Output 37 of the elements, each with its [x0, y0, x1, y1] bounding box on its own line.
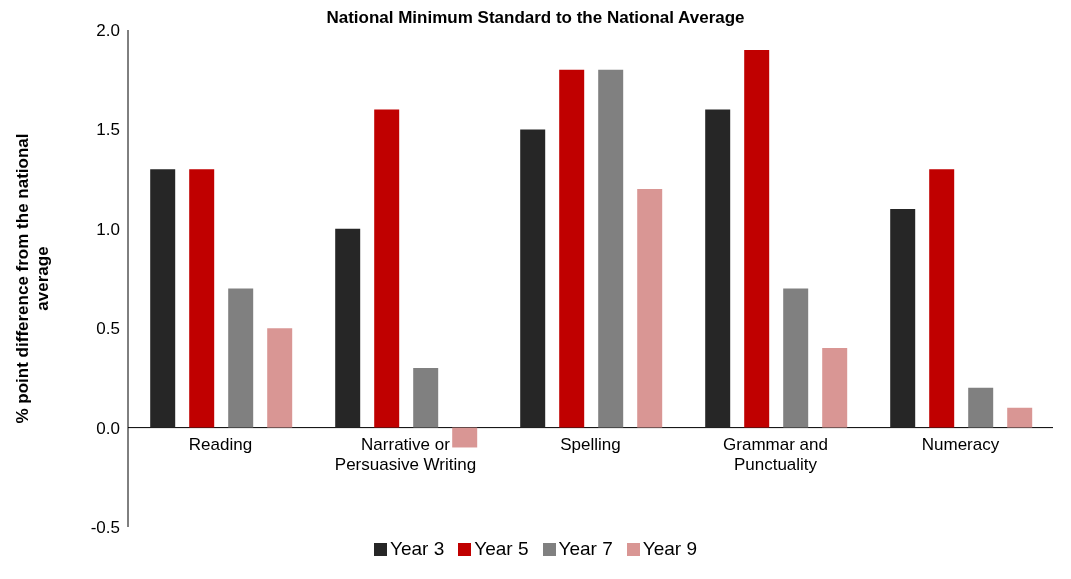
- bar: [452, 427, 478, 448]
- bar: [189, 169, 215, 428]
- bar: [1007, 407, 1033, 428]
- bar: [559, 69, 585, 428]
- bar: [335, 228, 361, 428]
- bar: [228, 288, 254, 428]
- legend-label: Year 5: [473, 538, 529, 560]
- bar: [150, 169, 176, 428]
- bar: [929, 169, 955, 428]
- bar: [374, 109, 400, 428]
- x-tick-label: Grammar and Punctuality: [723, 434, 828, 474]
- bar: [637, 189, 663, 428]
- legend-label: Year 7: [557, 538, 613, 560]
- legend-label: Year 9: [641, 538, 697, 560]
- bar: [744, 49, 770, 428]
- y-tick-label: 2.0: [96, 21, 120, 41]
- bar: [413, 367, 439, 428]
- chart-title: National Minimum Standard to the National Average: [326, 8, 745, 27]
- bar: [822, 348, 848, 428]
- bar: [890, 208, 916, 428]
- x-tick-label: Numeracy: [921, 434, 1000, 454]
- x-tick-label: Reading: [188, 434, 253, 454]
- bar: [968, 387, 994, 428]
- bar: [598, 69, 624, 428]
- legend-label: Year 3: [389, 538, 445, 560]
- y-axis-title: % point difference from the national average: [13, 133, 52, 424]
- x-tick-label: Spelling: [560, 434, 621, 454]
- x-tick-label: Narrative or Persuasive Writing: [334, 434, 477, 474]
- y-tick-label: 0.0: [96, 418, 120, 438]
- y-tick-label: 0.5: [96, 319, 120, 339]
- bar: [267, 328, 293, 428]
- y-tick-label: 1.5: [96, 120, 120, 140]
- bar: [705, 109, 731, 428]
- bar: [520, 129, 546, 428]
- y-tick-label: -0.5: [90, 518, 120, 538]
- bar: [783, 288, 809, 428]
- y-tick-label: 1.0: [96, 219, 120, 239]
